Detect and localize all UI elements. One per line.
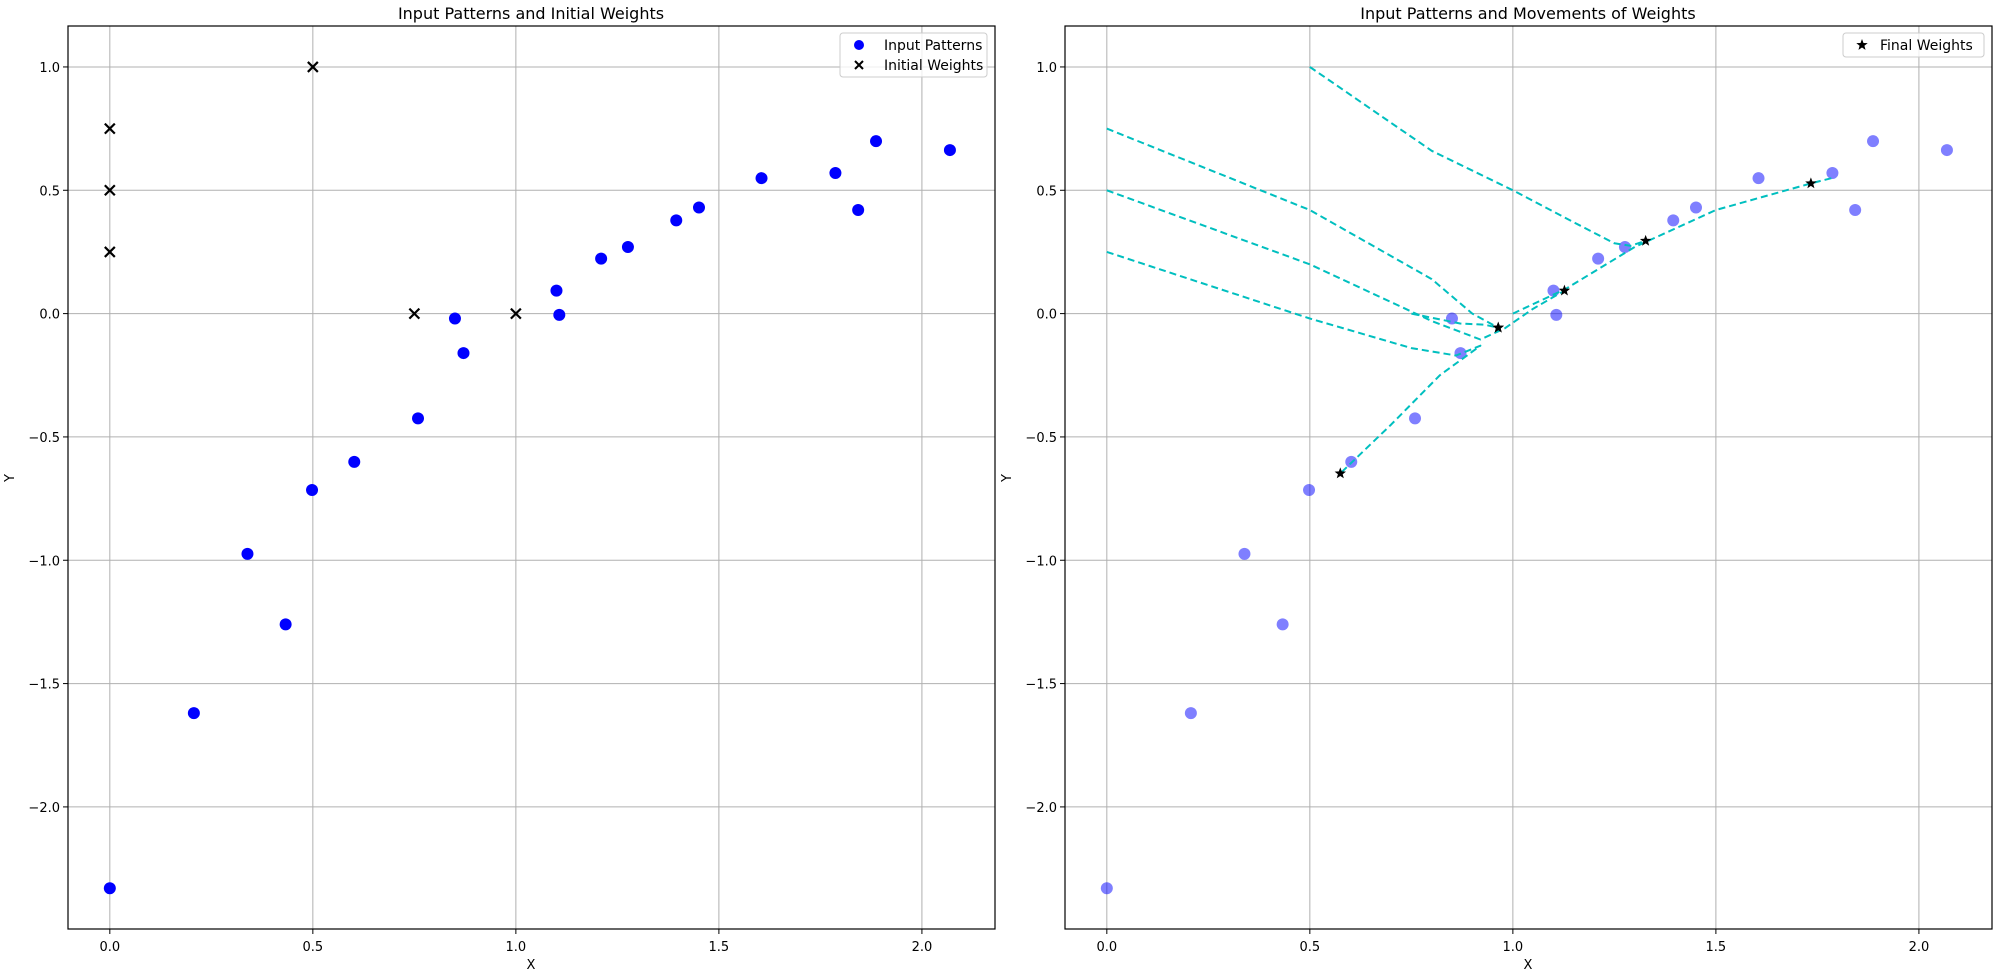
initial-weight-point <box>510 307 522 320</box>
input-pattern-point <box>1303 483 1316 496</box>
input-pattern-point <box>1592 252 1605 265</box>
input-pattern-point <box>103 882 116 895</box>
input-pattern-point <box>1618 241 1631 254</box>
x-tick-label: 1.5 <box>1706 940 1727 955</box>
input-pattern-point <box>348 455 361 468</box>
weight-trajectory <box>1106 127 1499 329</box>
initial-weight-point <box>104 122 116 135</box>
y-tick-label: 0.0 <box>39 308 60 323</box>
weight-trajectory <box>1411 312 1499 329</box>
y-tick-label: −1.0 <box>28 554 60 569</box>
weight-trajectory <box>1106 250 1482 475</box>
input-pattern-point <box>870 135 883 148</box>
input-pattern-point <box>279 618 292 631</box>
initial-weight-point <box>104 246 116 258</box>
final-weight-point <box>1805 177 1817 189</box>
y-tick-label: 1.0 <box>1036 61 1057 76</box>
input-pattern-point <box>692 201 705 214</box>
y-tick-label: −2.0 <box>28 801 60 816</box>
input-pattern-point <box>1867 135 1880 148</box>
x-tick-label: 2.0 <box>1909 940 1930 955</box>
input-pattern-point <box>755 172 768 185</box>
input-pattern-point <box>1849 204 1862 217</box>
input-pattern-point <box>553 308 566 321</box>
weight-trajectory <box>1106 189 1565 341</box>
input-pattern-point <box>1940 144 1953 157</box>
x-tick-label: 1.0 <box>1503 940 1524 955</box>
axes-frame <box>1064 25 1993 930</box>
legend-marker-circle <box>854 40 864 50</box>
legend-box <box>1842 32 1985 58</box>
plot-area: 0.0 0.5 1.0 1.5 2.0 −2.0 −1.5 −1.0 −0.5 0.0 0.5 1.0 <box>1025 25 1993 955</box>
input-pattern-point <box>1826 167 1839 180</box>
input-pattern-point <box>412 412 425 425</box>
y-tick-label: 0.0 <box>1036 308 1057 323</box>
weight-trajectory <box>1309 66 1646 247</box>
legend-marker-x <box>854 60 864 70</box>
input-pattern-point <box>1100 882 1113 895</box>
input-pattern-point <box>1184 707 1197 720</box>
input-pattern-point <box>852 204 865 217</box>
input-pattern-point <box>187 707 200 720</box>
input-pattern-point <box>1550 308 1563 321</box>
x-tick-label: 0.5 <box>303 940 324 955</box>
plot-initial-weights: 0.0 0.5 1.0 1.5 2.0 −2.0 −1.5 −1.0 −0.5 0.0 0.5 1.0… <box>3 4 996 973</box>
y-tick-label: −2.0 <box>1025 801 1057 816</box>
x-tick-label: 1.0 <box>506 940 527 955</box>
y-tick-label: −0.5 <box>28 431 60 446</box>
legend-label: Final Weights <box>1880 38 1973 54</box>
input-pattern-point <box>829 167 842 180</box>
legend-marker-star <box>1856 39 1868 50</box>
final-weight-point <box>1334 467 1346 479</box>
y-axis-label: Y <box>3 474 18 483</box>
legend-box <box>839 32 988 78</box>
x-tick-label: 0.0 <box>99 940 120 955</box>
input-pattern-point <box>1752 172 1765 185</box>
y-tick-label: 0.5 <box>39 184 60 199</box>
input-pattern-point <box>943 144 956 157</box>
x-tick-label: 2.0 <box>912 940 933 955</box>
final-weight-point <box>1492 321 1504 333</box>
input-pattern-point <box>1409 412 1422 425</box>
axes-frame <box>67 25 996 930</box>
y-tick-label: 1.0 <box>39 61 60 76</box>
x-tick-label: 1.5 <box>709 940 730 955</box>
chart-title: Input Patterns and Initial Weights <box>398 4 664 23</box>
legend-label: Initial Weights <box>884 58 983 74</box>
final-weight-point <box>1639 234 1652 246</box>
input-pattern-point <box>550 284 563 297</box>
y-tick-label: 0.5 <box>1036 184 1057 199</box>
input-pattern-point <box>241 547 254 560</box>
initial-weight-point <box>104 184 116 197</box>
input-pattern-point <box>1276 618 1289 631</box>
input-pattern-point <box>670 214 683 227</box>
x-axis-label: X <box>1524 958 1533 973</box>
chart-title: Input Patterns and Movements of Weights <box>1360 4 1695 23</box>
input-pattern-point <box>1238 547 1251 560</box>
legend: Final Weights <box>1842 32 1985 58</box>
input-pattern-point <box>457 347 470 360</box>
x-tick-label: 0.0 <box>1096 940 1117 955</box>
input-pattern-point <box>448 312 461 325</box>
initial-weight-point <box>408 307 421 320</box>
input-pattern-point <box>621 241 634 254</box>
input-pattern-point <box>1667 214 1680 227</box>
initial-weight-point <box>307 61 319 73</box>
x-tick-label: 0.5 <box>1300 940 1321 955</box>
x-axis-label: X <box>527 958 536 973</box>
y-tick-label: −0.5 <box>1025 431 1057 446</box>
input-pattern-point <box>306 483 319 496</box>
legend-label: Input Patterns <box>884 38 982 54</box>
plot-area: 0.0 0.5 1.0 1.5 2.0 −2.0 −1.5 −1.0 −0.5 0.0 0.5 1.0 <box>28 25 996 955</box>
y-tick-label: −1.5 <box>1025 678 1057 693</box>
plot-weight-movements: 0.0 0.5 1.0 1.5 2.0 −2.0 −1.5 −1.0 −0.5 0.0 0.5 1.0… <box>1000 4 1993 973</box>
input-pattern-point <box>595 252 608 265</box>
y-tick-label: −1.0 <box>1025 554 1057 569</box>
legend: Input Patterns Initial Weights <box>839 32 988 78</box>
y-tick-label: −1.5 <box>28 678 60 693</box>
final-weight-point <box>1558 284 1571 296</box>
input-pattern-point <box>1689 201 1702 214</box>
y-axis-label: Y <box>1000 474 1015 483</box>
